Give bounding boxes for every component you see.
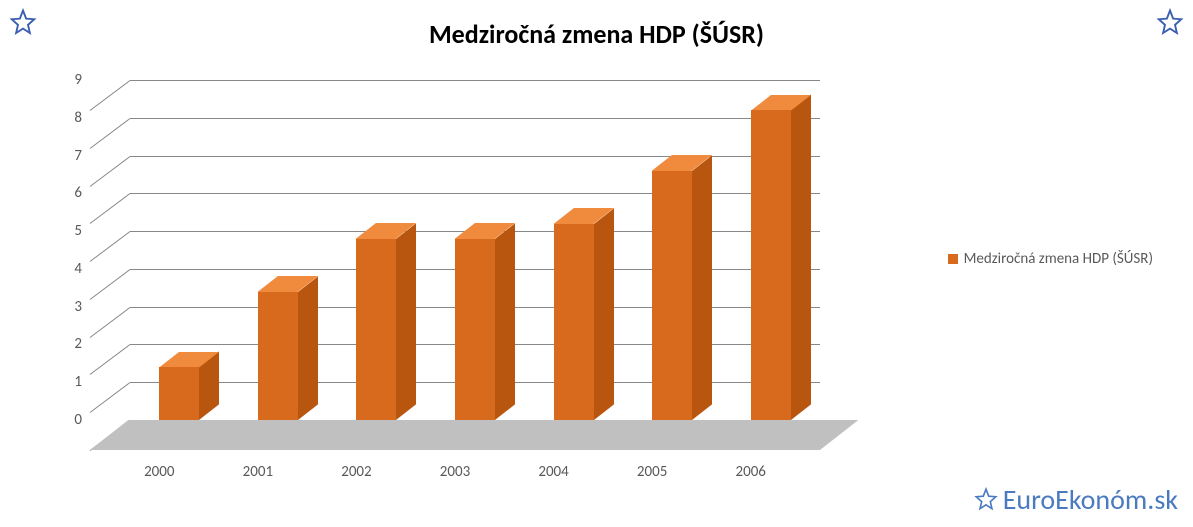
y-axis: 0123456789 <box>60 80 90 450</box>
grid-line-3d <box>90 382 131 413</box>
y-tick-label: 5 <box>74 222 82 240</box>
bar-front <box>258 292 298 420</box>
bars-container <box>130 80 820 420</box>
y-tick-label: 3 <box>74 298 82 316</box>
bar <box>258 292 298 420</box>
star-icon <box>973 487 999 513</box>
bar <box>455 239 495 420</box>
y-tick-label: 0 <box>74 411 82 429</box>
bar-side <box>594 208 614 420</box>
grid-line-3d <box>90 345 131 376</box>
grid-line-3d <box>90 193 131 224</box>
bar-front <box>455 239 495 420</box>
legend: Medziročná zmena HDP (ŠÚSR) <box>948 250 1153 268</box>
y-tick-label: 2 <box>74 335 82 353</box>
bar-front <box>751 110 791 420</box>
grid-line-3d <box>90 269 131 300</box>
watermark: EuroEkonóm.sk <box>973 482 1178 517</box>
grid-line-3d <box>90 231 131 262</box>
bar-front <box>652 171 692 420</box>
x-tick-label: 2006 <box>735 463 765 481</box>
grid-line-3d <box>90 80 131 111</box>
legend-label: Medziročná zmena HDP (ŠÚSR) <box>964 250 1153 268</box>
bar-side <box>396 223 416 420</box>
bar-front <box>356 239 396 420</box>
y-tick-label: 1 <box>74 373 82 391</box>
y-tick-label: 8 <box>74 109 82 127</box>
bar-front <box>554 224 594 420</box>
bar <box>554 224 594 420</box>
chart-title: Medziročná zmena HDP (ŠÚSR) <box>0 18 1193 50</box>
bar-side <box>495 223 515 420</box>
legend-marker <box>948 254 958 264</box>
bar <box>159 367 199 420</box>
x-tick-label: 2003 <box>440 463 470 481</box>
bar-side <box>692 155 712 420</box>
y-tick-label: 4 <box>74 260 82 278</box>
grid-line-3d <box>90 156 131 187</box>
grid-line-3d <box>90 307 131 338</box>
bar-side <box>298 276 318 420</box>
watermark-text: EuroEkonóm.sk <box>1003 482 1178 517</box>
grid-line-3d <box>90 118 131 149</box>
bar-front <box>159 367 199 420</box>
bar-side <box>791 95 811 420</box>
chart-area: 0123456789 2000200120022003200420052006 <box>60 80 820 480</box>
x-tick-label: 2000 <box>144 463 174 481</box>
bar <box>751 110 791 420</box>
bar <box>652 171 692 420</box>
plot-area <box>90 80 820 450</box>
x-tick-label: 2002 <box>341 463 371 481</box>
x-tick-label: 2005 <box>637 463 667 481</box>
x-axis: 2000 2001 2002 2003 2004 2005 2006 <box>90 455 820 485</box>
y-tick-label: 7 <box>74 147 82 165</box>
chart-floor <box>90 420 820 450</box>
bar <box>356 239 396 420</box>
y-tick-label: 6 <box>74 184 82 202</box>
x-tick-label: 2001 <box>243 463 273 481</box>
y-tick-label: 9 <box>74 71 82 89</box>
x-tick-label: 2004 <box>538 463 568 481</box>
